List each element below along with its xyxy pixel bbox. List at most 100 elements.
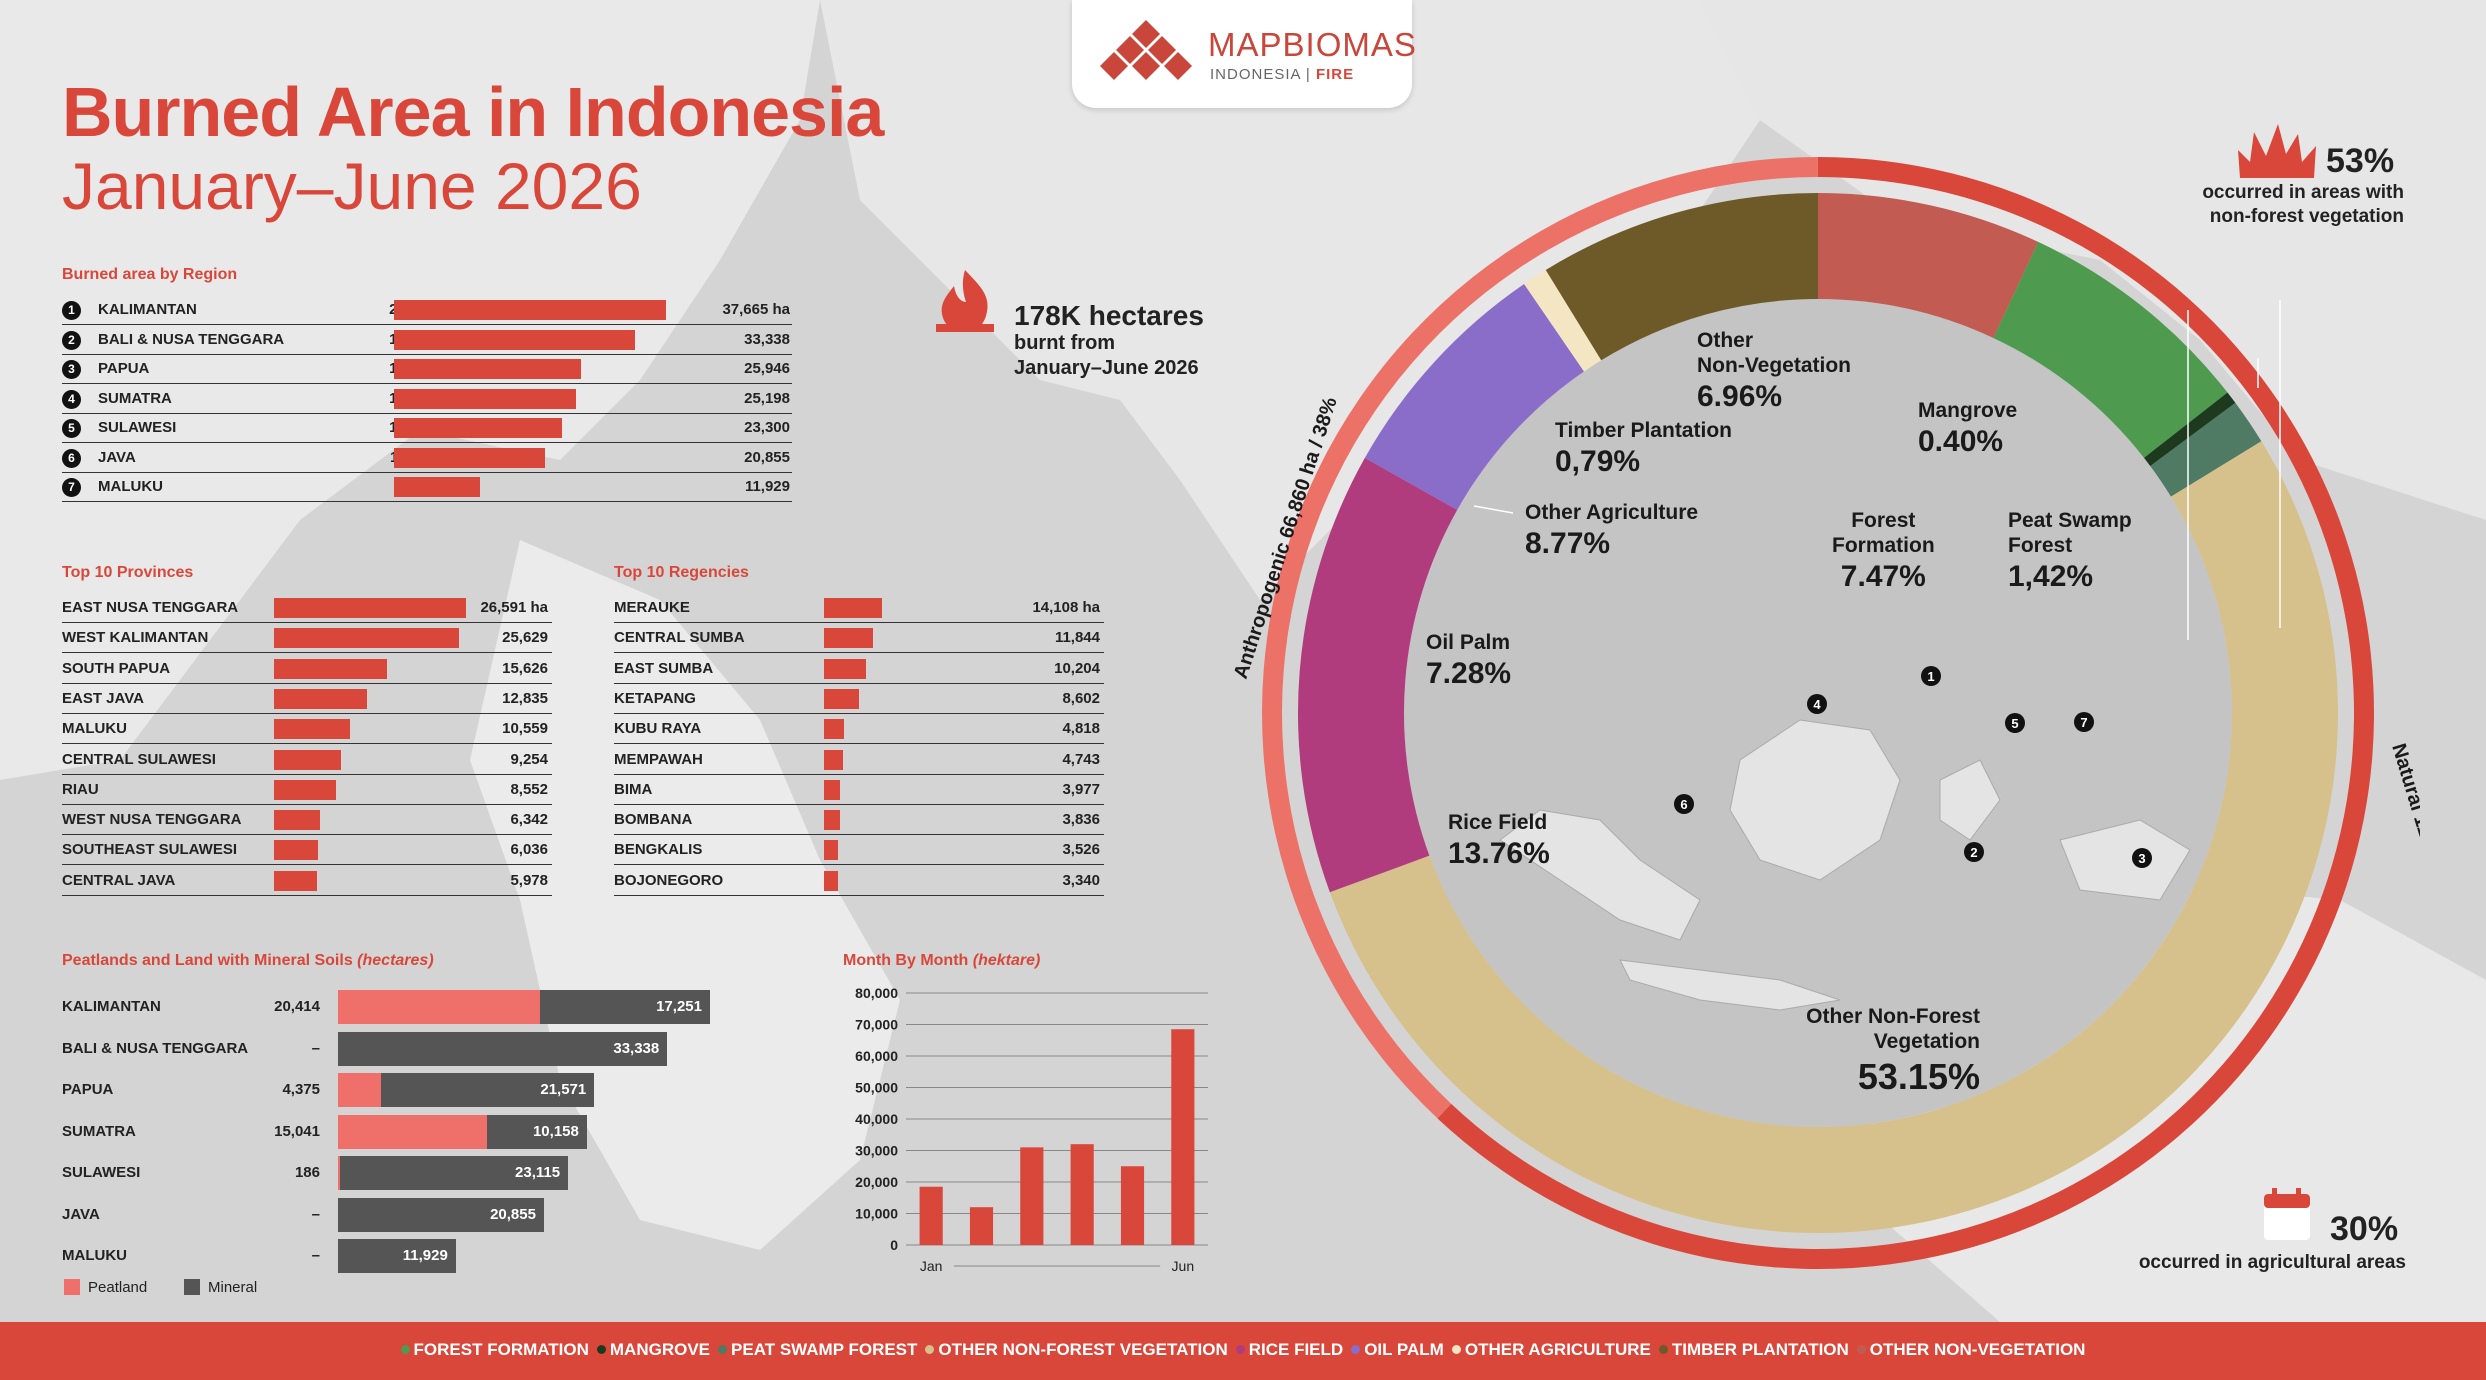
label-other-agriculture: Other Agriculture 8.77% (1525, 500, 1698, 563)
donut-segment (2144, 392, 2236, 467)
row-name: SOUTH PAPUA (62, 659, 171, 677)
region-bar (394, 447, 545, 468)
region-row: 7MALUKU6.69%11,929 (62, 473, 792, 502)
table-row: MERAUKE 14,108 ha (614, 594, 1104, 623)
month-title-text: Month By Month (843, 952, 969, 969)
island-shape (2059, 819, 2191, 901)
label-rice-field-pct: 13.76% (1448, 837, 1550, 870)
logo-subtitle: INDONESIA | FIRE (1210, 66, 1354, 83)
y-tick-label: 20,000 (855, 1174, 898, 1190)
region-bar (394, 329, 635, 350)
map-marker (2074, 712, 2094, 732)
y-tick-label: 50,000 (855, 1080, 898, 1096)
row-value: 25,629 (502, 629, 548, 647)
rank-badge: 5 (62, 419, 81, 438)
label-rice-field: Rice Field 13.76% (1448, 810, 1550, 873)
region-name: MALUKU (98, 478, 163, 495)
month-bar (969, 1207, 994, 1245)
table-row: KETAPANG 8,602 (614, 685, 1104, 714)
row-bar (274, 628, 460, 649)
row-name: KETAPANG (614, 689, 696, 707)
table-row: EAST SUMBA 10,204 (614, 655, 1104, 684)
logo-brand: MAPBIOMAS (1208, 26, 1417, 63)
legend-item: OTHER NON-VEGETATION (1855, 1340, 2088, 1359)
row-value: 3,526 (1062, 841, 1100, 859)
rank-badge: 4 (62, 389, 81, 409)
region-name: BALI & NUSA TENGGARA (98, 330, 285, 348)
row-bar (824, 628, 873, 649)
mineral-bar (539, 990, 710, 1024)
row-value: 6,342 (510, 811, 548, 829)
peat-row-name: PAPUA (62, 1081, 114, 1098)
legend-label: FOREST FORMATION (413, 1340, 589, 1359)
donut-segment (1818, 193, 2039, 338)
headline-line1: burnt from (1014, 332, 1116, 354)
legend-label: TIMBER PLANTATION (1671, 1340, 1849, 1359)
row-value: 5,978 (510, 871, 548, 889)
row-name: MEMPAWAH (614, 750, 703, 768)
row-value: 26,591 ha (480, 599, 548, 616)
row-value: 15,626 (502, 659, 548, 677)
month-bar (1020, 1147, 1044, 1245)
row-bar (274, 658, 387, 679)
peat-row-name: KALIMANTAN (62, 998, 161, 1015)
donut-segment (1524, 269, 1602, 372)
label-mangrove-name: Mangrove (1918, 399, 2018, 422)
row-value: 9,254 (510, 750, 548, 768)
legend-label: OTHER NON-FOREST VEGETATION (938, 1340, 1228, 1359)
map-marker-label: 2 (1970, 845, 1977, 860)
row-name: MALUKU (62, 720, 127, 738)
legend-label: PEAT SWAMP FOREST (731, 1340, 918, 1359)
legend-item: FOREST FORMATION (399, 1340, 591, 1359)
row-value: 8,552 (510, 780, 548, 798)
region-bar (394, 388, 576, 409)
region-row: 3PAPUA14.56%25,946 (62, 355, 792, 384)
label-other-agriculture-name: Other Agriculture (1525, 501, 1699, 524)
rank-badge: 6 (62, 448, 81, 468)
peat-row-name: SUMATRA (62, 1122, 136, 1140)
peat-row-name: SULAWESI (62, 1164, 141, 1181)
legend-dot-icon (1235, 1345, 1245, 1354)
island-shape (1729, 719, 1901, 881)
peatland-bar (338, 1073, 382, 1107)
peatland-bar (338, 1156, 340, 1190)
table-row: CENTRAL SUMBA 11,844 (614, 624, 1104, 654)
legend-swatch-mineral (184, 1279, 200, 1295)
row-bar (274, 779, 336, 800)
logo-separator: | (1305, 66, 1311, 83)
rank-badge: 1 (62, 301, 81, 320)
legend-label: MANGROVE (609, 1340, 711, 1359)
row-bar (824, 749, 844, 770)
label-other-non-forest-vegetation-name: Other Non-Forest Vegetation (1806, 1005, 1980, 1053)
donut-segment (1545, 193, 1818, 361)
peatland-bar (338, 990, 540, 1024)
peat-row: JAVA – 20,855 (62, 1197, 762, 1232)
legend-dot-icon (400, 1345, 410, 1354)
y-tick-label: 70,000 (855, 1017, 898, 1033)
island-shape (1619, 959, 1841, 1011)
row-name: CENTRAL SULAWESI (62, 750, 216, 768)
row-bar (274, 840, 318, 861)
mineral-bar (338, 1031, 668, 1066)
label-peat-swamp-forest: Peat Swamp Forest 1,42% (2008, 508, 2132, 596)
region-bar (394, 418, 563, 438)
label-other-non-forest-vegetation-pct: 53.15% (1857, 1056, 1980, 1097)
table-row: EAST NUSA TENGGARA 26,591 ha (62, 594, 552, 623)
mineral-bar (381, 1073, 595, 1107)
region-name: SULAWESI (98, 419, 177, 436)
region-value: 25,946 (744, 360, 790, 377)
row-name: MERAUKE (614, 599, 690, 616)
mineral-bar (338, 1239, 456, 1273)
x-tick-label: Jan (920, 1258, 943, 1274)
legend-label-peatland: Peatland (88, 1279, 148, 1296)
legend-label-mineral: Mineral (208, 1279, 258, 1296)
donut-segment (2150, 402, 2262, 497)
map-marker-label: 4 (1813, 697, 1821, 712)
region-row: 1KALIMANTAN21.13%37,665 ha (62, 296, 792, 325)
donut-segment (1993, 241, 2228, 458)
peatland-value: 4,375 (282, 1081, 320, 1098)
legend-item: OTHER NON-FOREST VEGETATION (923, 1340, 1229, 1359)
calendar-icon (2264, 1188, 2310, 1240)
region-value: 20,855 (744, 448, 790, 466)
table-row: EAST JAVA 12,835 (62, 685, 552, 714)
